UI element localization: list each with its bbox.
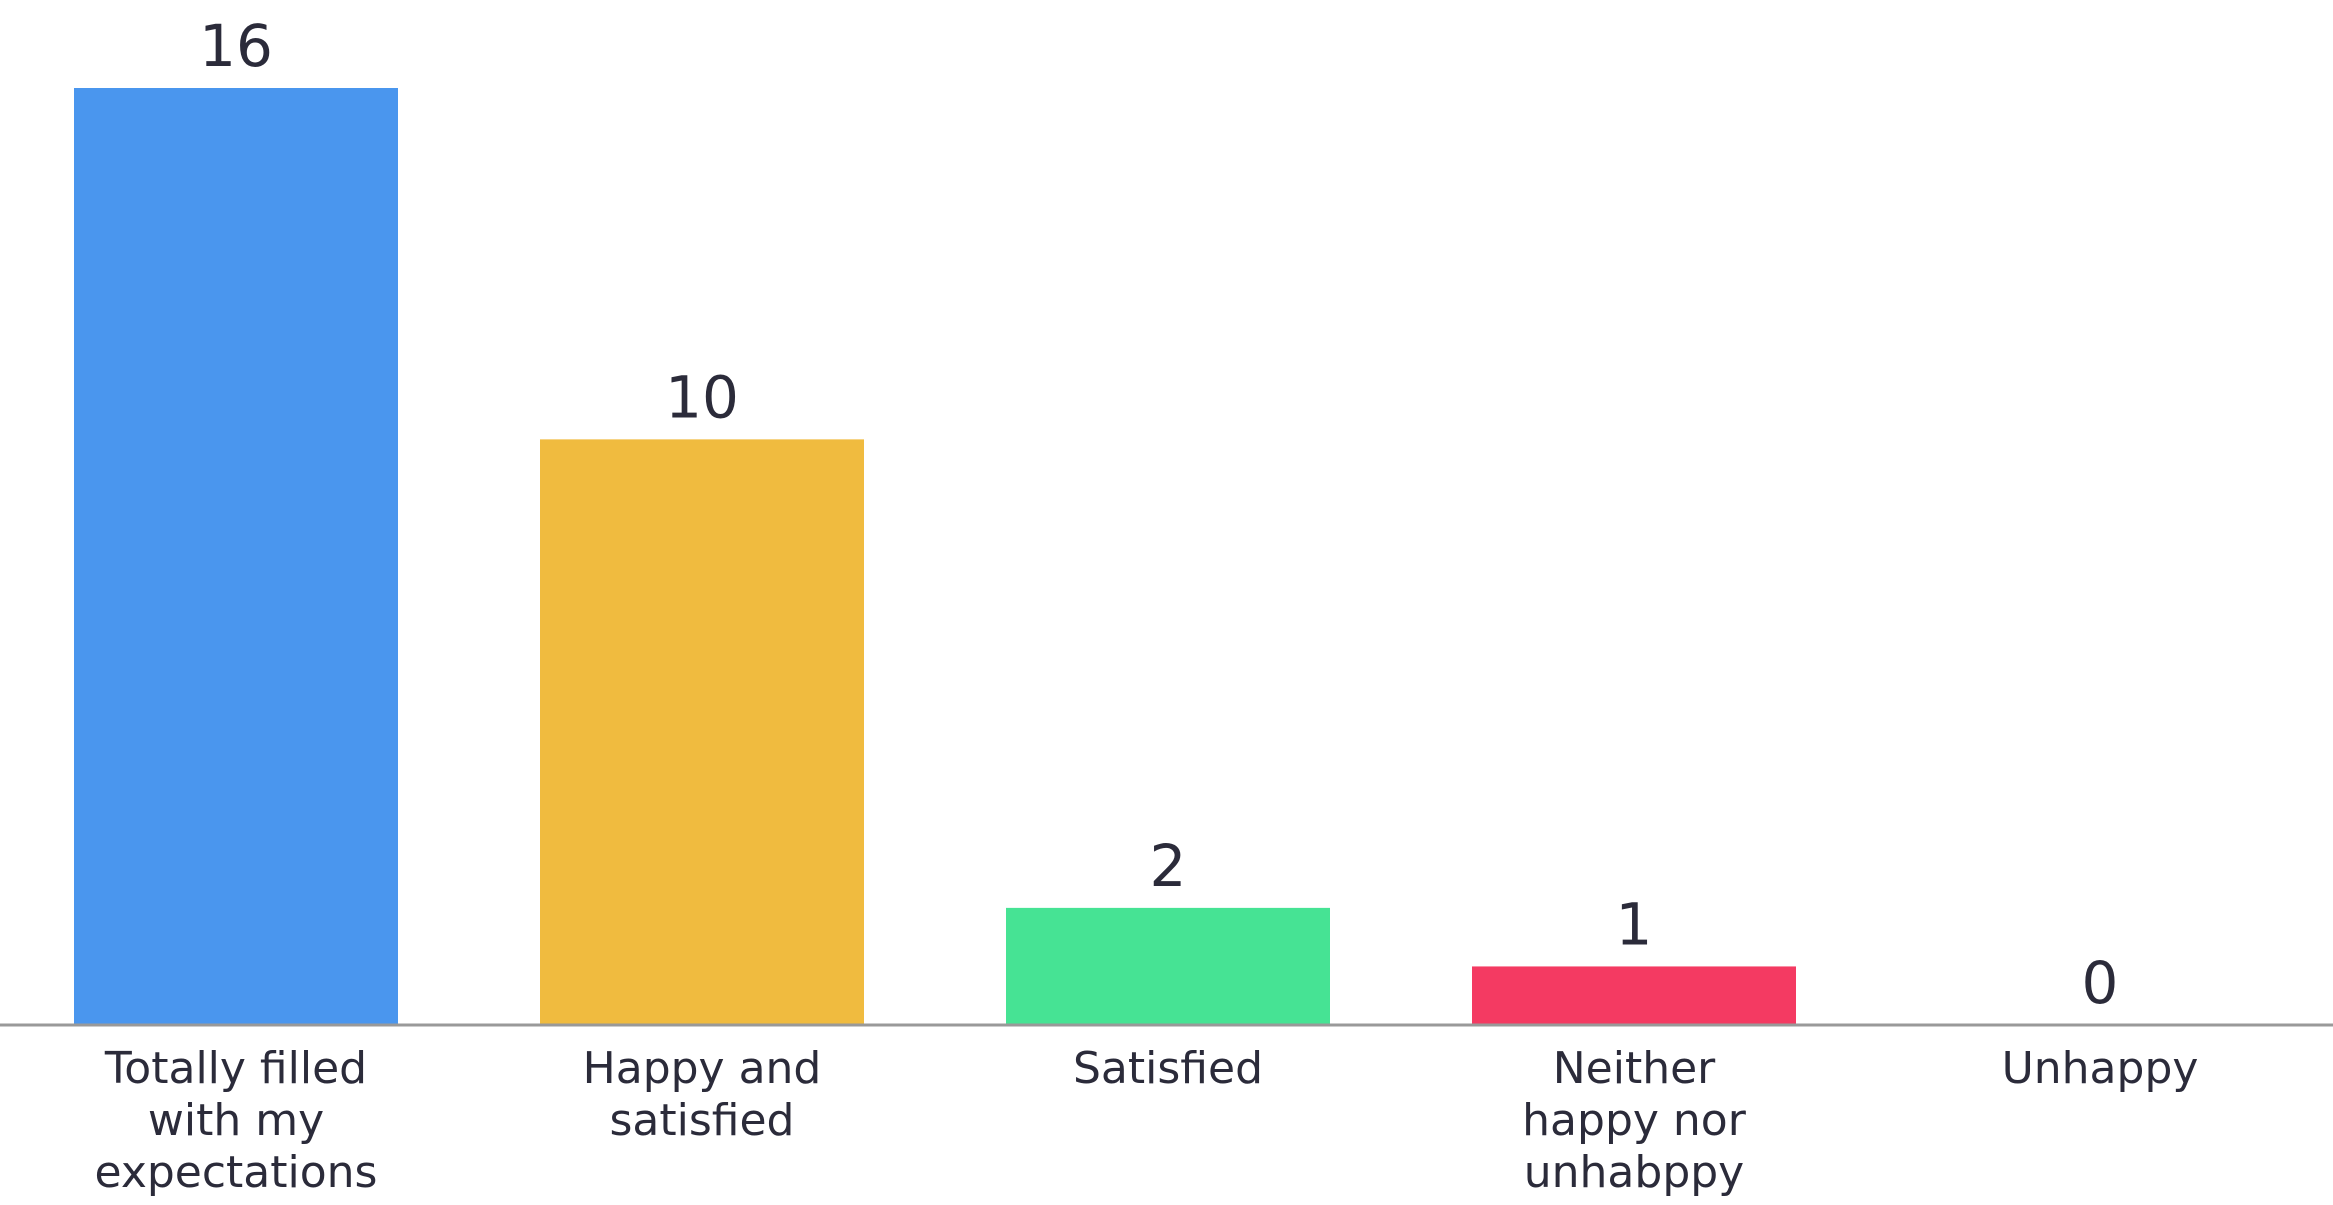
x-tick-label-3-line-1: happy nor <box>1522 1095 1747 1146</box>
value-label-4: 0 <box>2082 949 2119 1017</box>
x-tick-label-1: Happy and satisfied <box>583 1043 822 1146</box>
x-tick-label-3-line-0: Neither <box>1553 1043 1716 1094</box>
value-label-2: 2 <box>1150 832 1187 900</box>
bar-3 <box>1472 966 1796 1025</box>
bars-group <box>74 88 1796 1025</box>
x-tick-label-1-line-0: Happy and <box>583 1043 822 1094</box>
x-tick-label-2: Satisfied <box>1073 1043 1263 1094</box>
bar-0 <box>74 88 398 1025</box>
x-tick-label-1-line-1: satisfied <box>609 1095 794 1146</box>
x-tick-labels-group: Totally filled with my expectations Happy a… <box>95 1043 2199 1198</box>
x-tick-label-4-line-0: Unhappy <box>2002 1043 2199 1094</box>
x-tick-label-2-line-0: Satisfied <box>1073 1043 1263 1094</box>
value-label-0: 16 <box>199 12 273 80</box>
x-tick-label-4: Unhappy <box>2002 1043 2199 1094</box>
x-tick-label-0-line-2: expectations <box>95 1147 378 1198</box>
value-label-1: 10 <box>665 363 739 431</box>
bar-1 <box>540 439 864 1025</box>
value-label-3: 1 <box>1616 890 1653 958</box>
x-tick-label-0: Totally filled with my expectations <box>95 1043 378 1198</box>
bar-2 <box>1006 907 1330 1025</box>
x-tick-label-0-line-0: Totally filled <box>104 1043 367 1094</box>
x-tick-label-0-line-1: with my <box>148 1095 324 1146</box>
x-tick-label-3-line-2: unhabppy <box>1524 1147 1744 1198</box>
x-tick-label-3: Neither happy nor unhabppy <box>1522 1043 1747 1198</box>
